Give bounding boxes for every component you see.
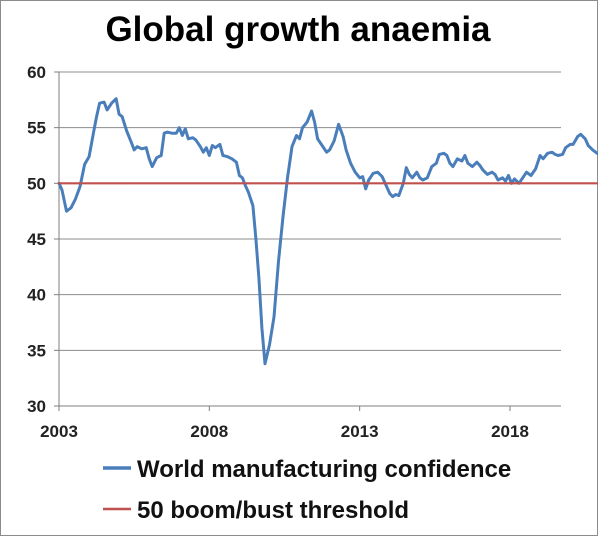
y-tick-label-50: 50 bbox=[27, 174, 46, 193]
chart-title: Global growth anaemia bbox=[105, 10, 491, 49]
series-line-0 bbox=[57, 97, 598, 366]
y-tick-labels: 30 35 40 45 50 55 60 bbox=[27, 63, 59, 416]
y-tick-label-55: 55 bbox=[27, 119, 46, 138]
y-tick-label-45: 45 bbox=[27, 230, 46, 249]
x-tick-label-2018: 2018 bbox=[491, 422, 529, 441]
x-tick-label-2008: 2008 bbox=[190, 422, 228, 441]
y-tick-label-40: 40 bbox=[27, 286, 46, 305]
legend-label-1: 50 boom/bust threshold bbox=[137, 497, 409, 524]
x-tick-label-2003: 2003 bbox=[40, 422, 78, 441]
y-tick-label-35: 35 bbox=[27, 341, 46, 360]
y-tick-label-30: 30 bbox=[27, 397, 46, 416]
legend-label-0: World manufacturing confidence bbox=[137, 456, 511, 483]
series-lines bbox=[57, 97, 598, 366]
x-tick-label-2013: 2013 bbox=[341, 422, 379, 441]
y-tick-label-60: 60 bbox=[27, 63, 46, 82]
legend: World manufacturing confidence 50 boom/bu… bbox=[103, 456, 511, 524]
x-tick-labels: 2003 2008 2013 2018 bbox=[40, 406, 529, 441]
